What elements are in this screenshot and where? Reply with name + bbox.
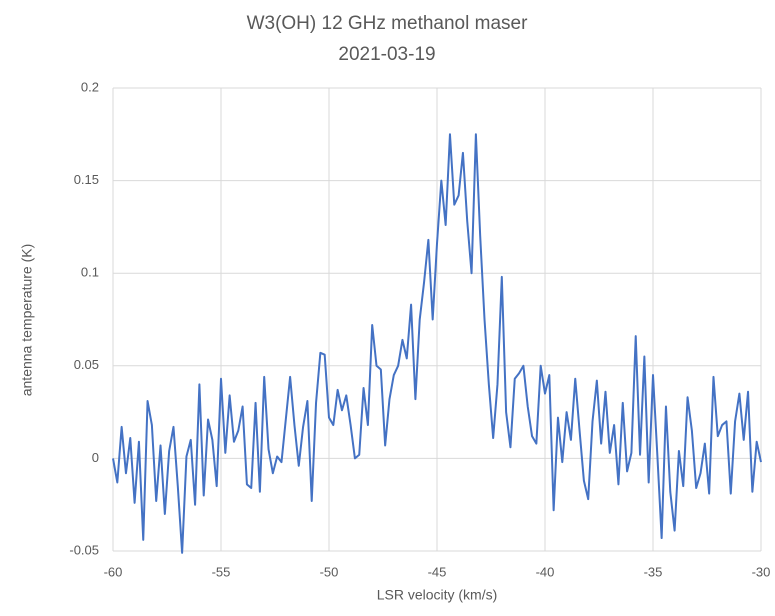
chart-subtitle: 2021-03-19 (338, 44, 435, 65)
x-tick-label: -30 (752, 564, 771, 579)
y-tick-label: 0.05 (74, 357, 99, 372)
data-line (112, 133, 762, 554)
y-axis-label: antenna temperature (K) (19, 244, 35, 397)
y-tick-label: 0.1 (81, 265, 99, 280)
x-axis-label: LSR velocity (km/s) (377, 587, 498, 603)
x-tick-label: -50 (320, 564, 339, 579)
x-tick-label: -60 (104, 564, 123, 579)
y-tick-label: 0.2 (81, 79, 99, 94)
y-tick-label: -0.05 (69, 542, 99, 557)
x-tick-label: -35 (644, 564, 663, 579)
x-tick-label: -40 (536, 564, 555, 579)
x-tick-label: -55 (212, 564, 231, 579)
y-tick-label: 0.15 (74, 172, 99, 187)
y-tick-label: 0 (92, 450, 99, 465)
chart-title: W3(OH) 12 GHz methanol maser (247, 13, 529, 34)
x-tick-label: -45 (428, 564, 447, 579)
